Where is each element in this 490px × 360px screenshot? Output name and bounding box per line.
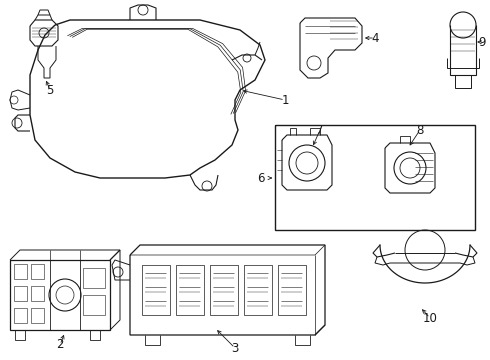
Text: 7: 7 bbox=[316, 123, 324, 136]
Text: 6: 6 bbox=[258, 171, 265, 185]
Text: 1: 1 bbox=[281, 94, 289, 107]
Text: 9: 9 bbox=[478, 36, 486, 49]
Text: 8: 8 bbox=[416, 123, 424, 136]
Text: 2: 2 bbox=[56, 338, 64, 351]
Text: 10: 10 bbox=[422, 311, 438, 324]
Text: 4: 4 bbox=[371, 32, 379, 45]
Text: 5: 5 bbox=[47, 84, 54, 96]
Text: 3: 3 bbox=[231, 342, 239, 355]
